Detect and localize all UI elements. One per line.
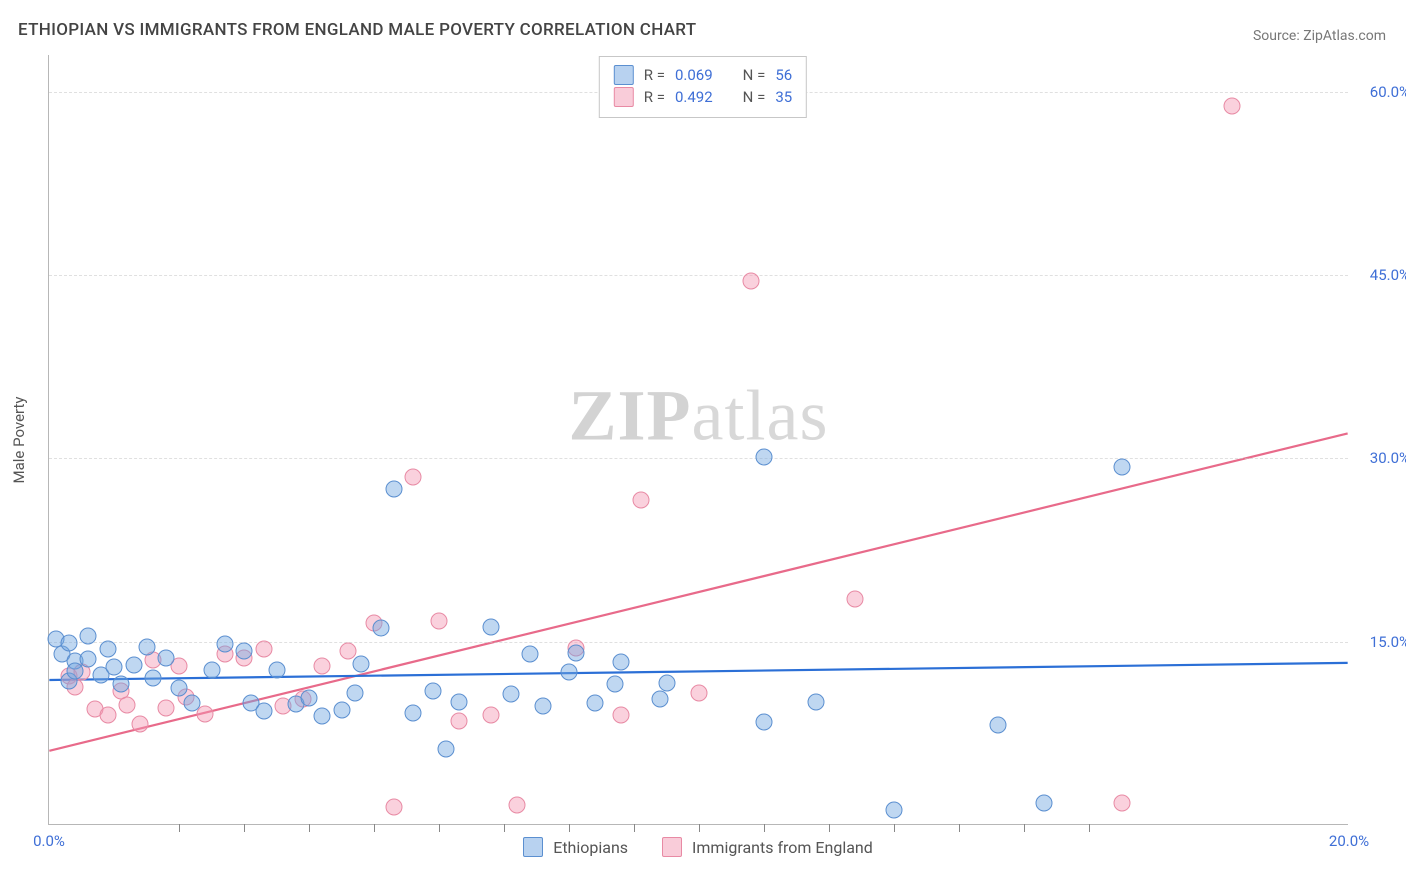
legend-top-row: R = 0.069 N = 56	[614, 65, 792, 85]
data-point	[424, 682, 441, 699]
data-point	[756, 714, 773, 731]
data-point	[158, 699, 175, 716]
swatch-pink-icon	[662, 837, 682, 857]
data-point	[567, 644, 584, 661]
data-point	[847, 590, 864, 607]
data-point	[509, 797, 526, 814]
swatch-blue-icon	[523, 837, 543, 857]
data-point	[606, 676, 623, 693]
n-label: N =	[743, 88, 766, 106]
y-axis-title: Male Poverty	[10, 396, 28, 483]
data-point	[119, 697, 136, 714]
legend-label: Ethiopians	[553, 838, 628, 857]
grid-line	[49, 275, 1348, 276]
data-point	[314, 708, 331, 725]
data-point	[372, 620, 389, 637]
watermark: ZIPatlas	[569, 375, 829, 458]
data-point	[268, 661, 285, 678]
data-point	[522, 645, 539, 662]
legend-top-row: R = 0.492 N = 35	[614, 87, 792, 107]
data-point	[437, 741, 454, 758]
data-point	[502, 686, 519, 703]
n-label: N =	[743, 66, 766, 84]
data-point	[632, 491, 649, 508]
n-value: 35	[775, 88, 792, 106]
legend-label: Immigrants from England	[692, 838, 873, 857]
data-point	[106, 659, 123, 676]
data-point	[80, 650, 97, 667]
data-point	[138, 638, 155, 655]
data-point	[385, 798, 402, 815]
data-point	[405, 468, 422, 485]
r-label: R =	[644, 88, 665, 106]
series-legend: Ethiopians Immigrants from England	[48, 827, 1348, 867]
data-point	[483, 707, 500, 724]
data-point	[743, 273, 760, 290]
data-point	[216, 636, 233, 653]
data-point	[145, 670, 162, 687]
data-point	[301, 689, 318, 706]
r-label: R =	[644, 66, 665, 84]
data-point	[990, 716, 1007, 733]
data-point	[483, 619, 500, 636]
y-tick-label: 15.0%	[1355, 633, 1406, 651]
chart-source: Source: ZipAtlas.com	[1253, 28, 1386, 44]
r-value: 0.069	[675, 66, 713, 84]
data-point	[587, 694, 604, 711]
data-point	[1113, 458, 1130, 475]
data-point	[255, 641, 272, 658]
data-point	[333, 702, 350, 719]
data-point	[385, 480, 402, 497]
data-point	[756, 449, 773, 466]
data-point	[450, 713, 467, 730]
chart-title: ETHIOPIAN VS IMMIGRANTS FROM ENGLAND MAL…	[18, 20, 696, 40]
data-point	[1224, 98, 1241, 115]
data-point	[1035, 795, 1052, 812]
y-tick-label: 30.0%	[1355, 449, 1406, 467]
data-point	[652, 691, 669, 708]
data-point	[197, 705, 214, 722]
data-point	[158, 649, 175, 666]
grid-line	[49, 458, 1348, 459]
data-point	[112, 676, 129, 693]
data-point	[613, 707, 630, 724]
data-point	[80, 627, 97, 644]
data-point	[405, 704, 422, 721]
data-point	[314, 658, 331, 675]
data-point	[346, 685, 363, 702]
data-point	[132, 715, 149, 732]
legend-item: Immigrants from England	[662, 837, 873, 857]
data-point	[431, 612, 448, 629]
swatch-pink-icon	[614, 87, 634, 107]
swatch-blue-icon	[614, 65, 634, 85]
data-point	[60, 634, 77, 651]
data-point	[236, 643, 253, 660]
data-point	[67, 663, 84, 680]
data-point	[184, 694, 201, 711]
legend-item: Ethiopians	[523, 837, 628, 857]
data-point	[353, 655, 370, 672]
r-value: 0.492	[675, 88, 713, 106]
data-point	[450, 693, 467, 710]
n-value: 56	[775, 66, 792, 84]
y-tick-label: 45.0%	[1355, 266, 1406, 284]
scatter-plot-area: Male Poverty ZIPatlas 15.0%30.0%45.0%60.…	[48, 55, 1348, 825]
data-point	[535, 698, 552, 715]
data-point	[203, 661, 220, 678]
data-point	[171, 680, 188, 697]
data-point	[808, 693, 825, 710]
data-point	[255, 703, 272, 720]
data-point	[125, 656, 142, 673]
data-point	[99, 707, 116, 724]
data-point	[886, 802, 903, 819]
y-tick-label: 60.0%	[1355, 83, 1406, 101]
data-point	[99, 641, 116, 658]
correlation-legend: R = 0.069 N = 56 R = 0.492 N = 35	[599, 56, 807, 118]
data-point	[613, 654, 630, 671]
data-point	[658, 675, 675, 692]
data-point	[691, 685, 708, 702]
data-point	[1113, 795, 1130, 812]
data-point	[561, 664, 578, 681]
